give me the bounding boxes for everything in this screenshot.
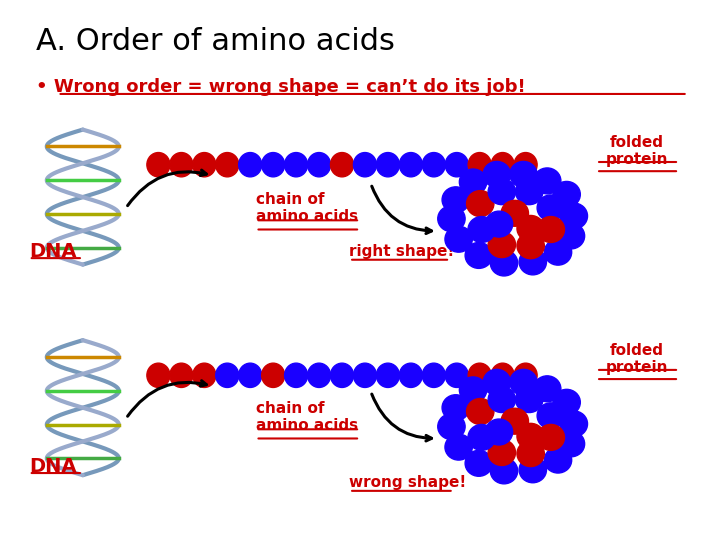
Ellipse shape	[488, 179, 516, 205]
Ellipse shape	[261, 363, 284, 388]
Ellipse shape	[465, 242, 492, 268]
Ellipse shape	[514, 153, 537, 177]
Ellipse shape	[553, 181, 580, 207]
Ellipse shape	[488, 440, 516, 465]
Ellipse shape	[422, 363, 445, 388]
Text: wrong shape!: wrong shape!	[349, 475, 467, 490]
Ellipse shape	[442, 395, 469, 421]
Ellipse shape	[468, 363, 491, 388]
Ellipse shape	[330, 153, 354, 177]
Ellipse shape	[445, 363, 468, 388]
Ellipse shape	[560, 203, 588, 229]
Ellipse shape	[491, 153, 514, 177]
Ellipse shape	[517, 215, 544, 241]
Ellipse shape	[537, 424, 564, 450]
Ellipse shape	[537, 195, 564, 221]
Ellipse shape	[445, 434, 472, 460]
Ellipse shape	[490, 458, 518, 484]
Ellipse shape	[491, 363, 514, 388]
Ellipse shape	[514, 363, 537, 388]
Text: chain of
amino acids: chain of amino acids	[256, 192, 358, 224]
Ellipse shape	[516, 387, 543, 413]
Ellipse shape	[239, 153, 262, 177]
Ellipse shape	[465, 450, 492, 476]
Ellipse shape	[544, 239, 572, 265]
Text: • Wrong order = wrong shape = can’t do its job!: • Wrong order = wrong shape = can’t do i…	[36, 78, 526, 96]
Ellipse shape	[468, 424, 495, 450]
Ellipse shape	[193, 363, 216, 388]
Ellipse shape	[422, 153, 445, 177]
Ellipse shape	[510, 369, 537, 395]
Ellipse shape	[490, 250, 518, 276]
Ellipse shape	[519, 249, 546, 275]
Ellipse shape	[517, 441, 544, 467]
Text: folded
protein: folded protein	[606, 343, 668, 375]
Ellipse shape	[459, 377, 487, 403]
Ellipse shape	[544, 447, 572, 473]
Ellipse shape	[537, 403, 564, 429]
Ellipse shape	[560, 411, 588, 437]
Ellipse shape	[510, 161, 537, 187]
Text: chain of
amino acids: chain of amino acids	[256, 401, 358, 433]
Ellipse shape	[438, 206, 465, 232]
Ellipse shape	[261, 153, 284, 177]
Ellipse shape	[516, 179, 543, 205]
Ellipse shape	[483, 369, 510, 395]
Ellipse shape	[537, 217, 564, 242]
Ellipse shape	[485, 419, 513, 445]
Ellipse shape	[438, 414, 465, 440]
Ellipse shape	[485, 211, 513, 237]
Ellipse shape	[501, 200, 528, 226]
Ellipse shape	[488, 387, 516, 413]
Ellipse shape	[557, 223, 585, 249]
Ellipse shape	[170, 153, 193, 177]
Ellipse shape	[488, 232, 516, 258]
Ellipse shape	[284, 153, 307, 177]
Ellipse shape	[216, 153, 239, 177]
Ellipse shape	[239, 363, 262, 388]
Ellipse shape	[468, 217, 495, 242]
Ellipse shape	[519, 457, 546, 483]
Ellipse shape	[147, 153, 170, 177]
Text: A. Order of amino acids: A. Order of amino acids	[36, 27, 395, 56]
Text: right shape!: right shape!	[349, 244, 454, 259]
Ellipse shape	[467, 399, 494, 424]
Ellipse shape	[467, 191, 494, 217]
Ellipse shape	[354, 363, 377, 388]
Ellipse shape	[377, 153, 400, 177]
Ellipse shape	[400, 153, 423, 177]
Ellipse shape	[400, 363, 423, 388]
Ellipse shape	[307, 153, 330, 177]
Ellipse shape	[170, 363, 193, 388]
Text: DNA: DNA	[29, 241, 76, 261]
Ellipse shape	[193, 153, 216, 177]
Ellipse shape	[534, 376, 561, 402]
Ellipse shape	[468, 153, 491, 177]
Ellipse shape	[442, 187, 469, 213]
Ellipse shape	[517, 233, 544, 259]
Text: folded
protein: folded protein	[606, 135, 668, 167]
Ellipse shape	[553, 389, 580, 415]
Ellipse shape	[147, 363, 170, 388]
Ellipse shape	[284, 363, 307, 388]
Ellipse shape	[534, 168, 561, 194]
Ellipse shape	[483, 161, 510, 187]
Ellipse shape	[216, 363, 239, 388]
Text: DNA: DNA	[29, 456, 76, 476]
Ellipse shape	[557, 431, 585, 457]
Ellipse shape	[517, 423, 544, 449]
Ellipse shape	[330, 363, 354, 388]
Ellipse shape	[307, 363, 330, 388]
Ellipse shape	[445, 226, 472, 252]
Ellipse shape	[354, 153, 377, 177]
Ellipse shape	[377, 363, 400, 388]
Ellipse shape	[459, 169, 487, 195]
Ellipse shape	[501, 408, 528, 434]
Ellipse shape	[445, 153, 468, 177]
